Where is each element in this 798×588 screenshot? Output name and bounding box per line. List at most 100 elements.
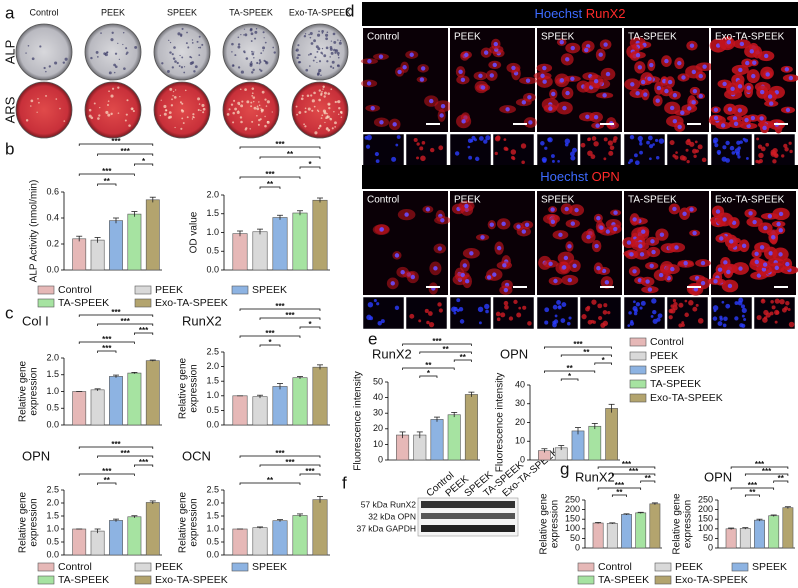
well-speck <box>198 103 201 105</box>
y-tick-label: 0.5 <box>206 536 219 546</box>
well-speck <box>244 33 248 37</box>
speck <box>639 142 643 146</box>
well-speck <box>257 123 260 126</box>
speck <box>722 145 727 150</box>
speck <box>602 310 608 315</box>
well-speck <box>262 50 264 52</box>
well-speck <box>323 111 327 115</box>
well-speck <box>114 52 118 55</box>
well-speck <box>173 96 177 99</box>
speck <box>418 319 422 323</box>
speck <box>581 314 587 320</box>
speck <box>634 160 640 166</box>
well-speck <box>113 63 117 67</box>
speck <box>633 308 638 313</box>
speck <box>374 152 379 157</box>
significance-label: *** <box>622 460 632 469</box>
well-speck <box>256 61 259 65</box>
legend-swatch <box>654 575 672 585</box>
well-speck <box>307 107 311 111</box>
significance-label: ** <box>460 353 467 362</box>
nucleus <box>759 116 764 121</box>
speck <box>787 307 791 312</box>
nucleus <box>771 235 776 240</box>
well-image <box>15 81 73 139</box>
well-speck <box>331 60 335 64</box>
speck <box>508 316 514 321</box>
image-title: Hoechst/OPN <box>540 169 620 184</box>
well-speck <box>249 63 253 67</box>
well-speck <box>314 56 317 59</box>
well-speck <box>122 31 125 34</box>
speck <box>760 146 766 152</box>
y-tick-label: 1.5 <box>206 510 219 520</box>
speck <box>587 150 593 157</box>
image-label: Exo-TA-SPEEK <box>715 32 785 43</box>
well-speck <box>43 66 46 70</box>
speck <box>453 311 457 315</box>
nucleus <box>731 220 737 226</box>
significance-label: *** <box>573 340 583 349</box>
well-speck <box>336 64 340 68</box>
well-speck <box>318 30 320 33</box>
well-speck <box>231 42 234 46</box>
speck <box>758 152 764 159</box>
well-speck <box>297 61 301 64</box>
significance-label: *** <box>755 460 765 469</box>
well-speck <box>251 52 255 56</box>
significance-label: *** <box>275 302 285 311</box>
well-speck <box>309 52 312 56</box>
nucleus <box>737 84 743 89</box>
speck <box>693 154 697 159</box>
significance-label: ** <box>287 150 294 159</box>
legend-label: TA-SPEEK <box>58 297 109 309</box>
blot-band <box>421 525 515 532</box>
y-axis-label: Relative gene <box>539 493 550 555</box>
legend-label: Control <box>58 284 92 296</box>
speck <box>717 151 721 155</box>
nucleus <box>713 107 719 113</box>
well-speck <box>255 28 258 30</box>
bar <box>109 520 123 556</box>
bar <box>72 391 87 426</box>
speck <box>678 302 684 308</box>
well-speck <box>264 115 266 118</box>
nucleus <box>469 251 474 256</box>
nucleus <box>640 79 646 85</box>
significance-label: *** <box>275 449 285 458</box>
well-speck <box>99 107 101 109</box>
speck <box>648 144 654 149</box>
well-speck <box>296 56 299 60</box>
speck <box>513 299 518 305</box>
nucleus <box>480 235 485 240</box>
well-speck <box>114 65 118 68</box>
chart-title: OCN <box>182 448 211 463</box>
significance-label: ** <box>566 364 573 373</box>
column-label: Exo-TA-SPEEK <box>289 7 351 17</box>
well-speck <box>237 36 240 39</box>
nucleus <box>702 64 707 69</box>
significance-bracket <box>97 482 117 485</box>
well-speck <box>338 107 341 110</box>
well-speck <box>105 110 109 114</box>
speck <box>742 137 746 141</box>
y-axis-label: expression <box>683 500 694 548</box>
nucleus <box>672 93 678 98</box>
nucleus <box>605 229 611 234</box>
well-speck <box>333 110 335 113</box>
speck <box>760 298 766 304</box>
speck <box>380 319 385 324</box>
well-speck <box>163 112 167 116</box>
nucleus <box>605 71 611 77</box>
nucleus <box>483 50 489 55</box>
speck <box>570 155 576 161</box>
nucleus <box>717 267 723 272</box>
well-speck <box>251 50 253 53</box>
speck <box>722 323 727 328</box>
well-speck <box>246 100 250 104</box>
speck <box>741 314 745 318</box>
well-speck <box>96 55 99 58</box>
nucleus <box>655 98 660 103</box>
speck <box>743 318 747 322</box>
significance-label: ** <box>583 348 590 357</box>
